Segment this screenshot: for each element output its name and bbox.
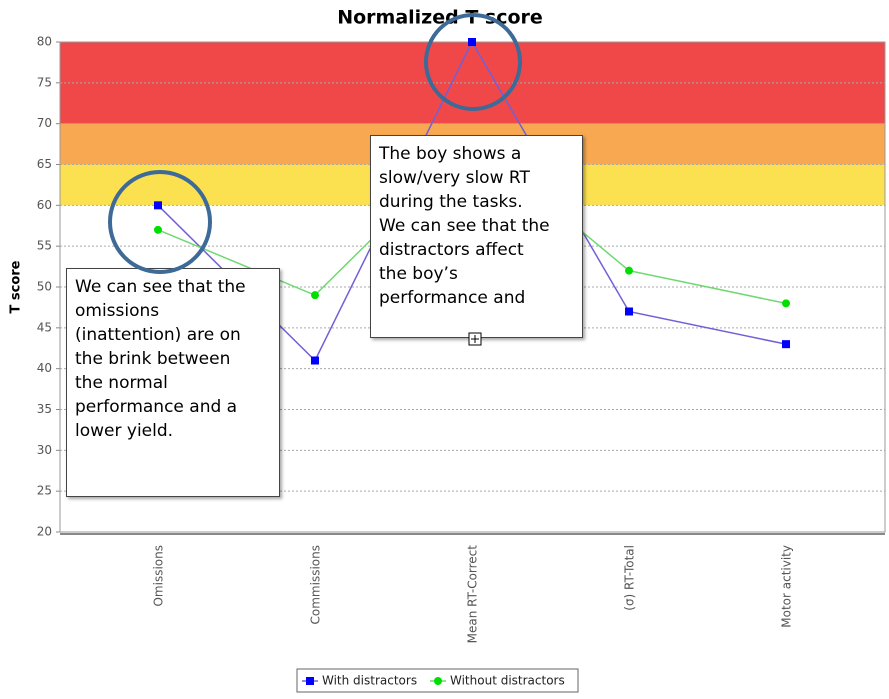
y-tick-label: 50 <box>37 280 52 294</box>
annotation-line: lower yield. <box>75 421 174 441</box>
annotation-line: performance and <box>379 288 526 308</box>
y-tick-label: 25 <box>37 484 52 498</box>
annotation-line: We can see that the <box>379 216 550 236</box>
x-tick-label: Omissions <box>152 545 166 607</box>
annotation-line: distractors affect <box>379 240 524 260</box>
y-tick-label: 40 <box>37 361 52 375</box>
chart-title: Normalized T score <box>337 7 543 29</box>
y-tick-label: 55 <box>37 239 52 253</box>
y-tick-label: 35 <box>37 402 52 416</box>
y-tick-label: 30 <box>37 443 52 457</box>
y-tick-label: 65 <box>37 157 52 171</box>
y-tick-label: 20 <box>37 525 52 539</box>
annotation-box: We can see that the omissions (inattention… <box>66 268 280 497</box>
annotation-line: performance and a <box>75 397 238 417</box>
y-tick-label: 60 <box>37 198 52 212</box>
annotation-line: the brink between <box>75 349 231 369</box>
data-point <box>625 307 633 316</box>
annotation-line: slow/very slow RT <box>379 168 530 188</box>
annotation-line: the normal <box>75 373 168 393</box>
data-point <box>468 38 476 46</box>
legend-swatch <box>306 677 314 685</box>
legend-label: With distractors <box>322 674 417 688</box>
y-tick-label: 80 <box>37 35 52 49</box>
data-point <box>782 299 790 308</box>
y-axis-label: T score <box>9 260 24 313</box>
annotation-line: We can see that the <box>75 277 246 297</box>
annotation-box: The boy shows a slow/very slow RT during t… <box>370 135 583 338</box>
y-tick-label: 70 <box>37 116 52 130</box>
data-point <box>311 291 319 300</box>
x-tick-label: Mean RT-Correct <box>466 545 480 644</box>
annotation-line: omissions <box>75 301 160 321</box>
y-tick-label: 75 <box>37 75 52 89</box>
data-point <box>154 201 162 210</box>
annotation-line: The boy shows a <box>379 144 522 164</box>
data-point <box>782 340 790 349</box>
legend-label: Without distractors <box>450 674 565 688</box>
x-tick-label: Motor activity <box>780 545 794 628</box>
legend-swatch <box>434 677 442 685</box>
annotation-line: the boy’s <box>379 264 458 284</box>
data-point <box>311 356 319 365</box>
annotation-line: during the tasks. <box>379 192 523 212</box>
x-tick-label: Commissions <box>309 545 323 624</box>
annotation-line: (inattention) are on <box>75 325 241 345</box>
data-point <box>154 225 162 234</box>
data-point <box>625 266 633 275</box>
y-tick-label: 45 <box>37 320 52 334</box>
x-tick-label: (σ) RT-Total <box>623 545 637 611</box>
